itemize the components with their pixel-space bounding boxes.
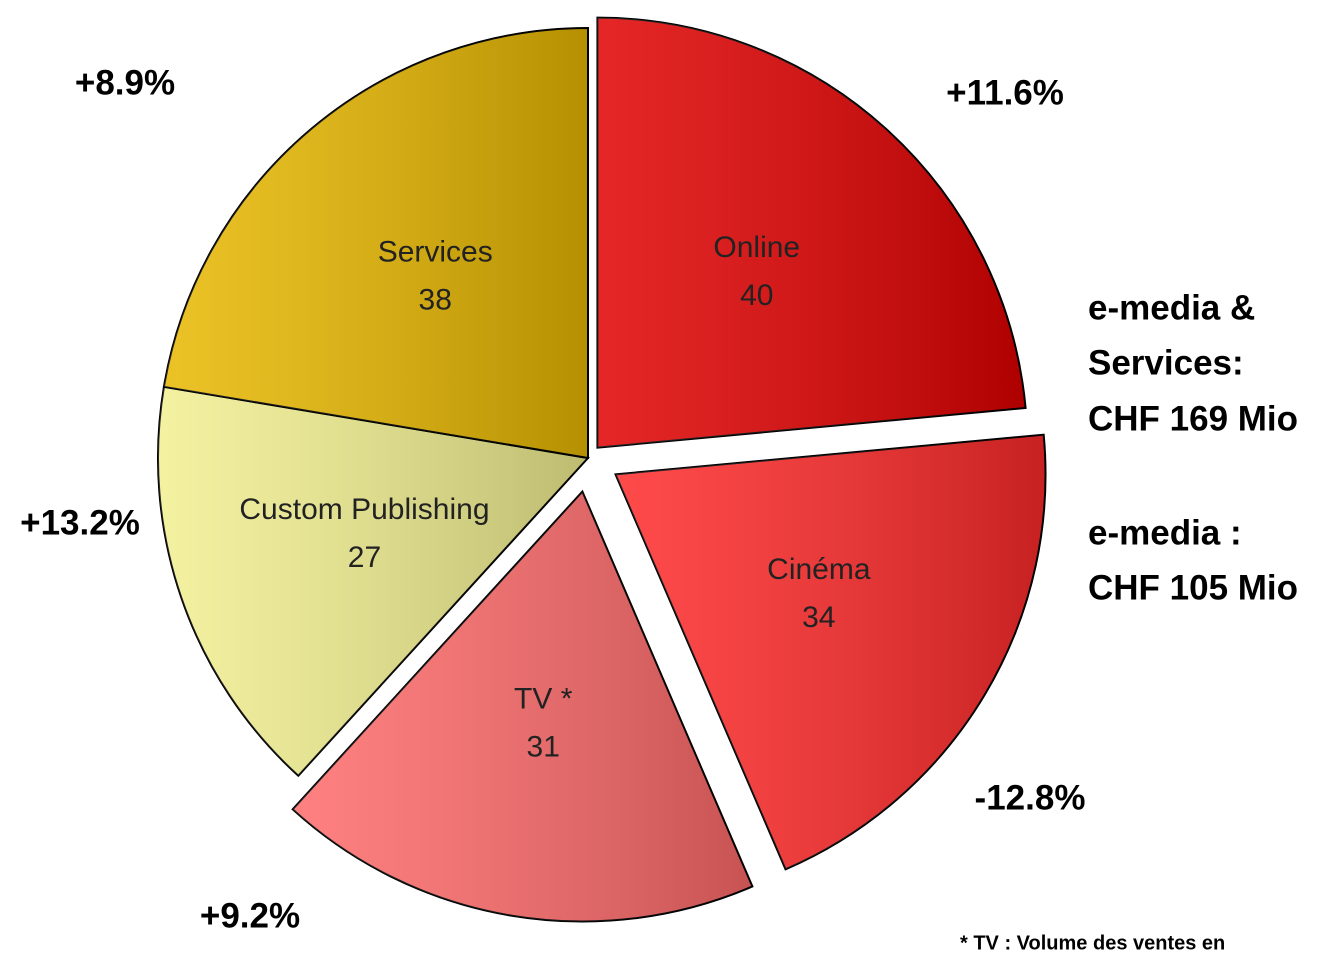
growth-label: -12.8% [975,778,1086,817]
slice-shade [157,386,588,776]
slice-shade [615,434,1046,870]
slice-label: Cinéma [767,553,871,586]
slice-value: 34 [802,601,835,634]
footnote: * TV : Volume des ventes en [960,932,1225,954]
slice-label: Services [378,235,493,268]
slice-shade [597,17,1026,448]
side-text: e-media : [1088,513,1242,552]
side-text: Services: [1088,343,1244,382]
slice-value: 27 [348,541,381,574]
slice-shade [292,491,753,922]
side-text: e-media & [1088,288,1255,327]
slice-value: 40 [740,279,773,312]
slice-label: Custom Publishing [239,493,489,526]
growth-label: +8.9% [75,63,175,102]
slice-value: 31 [527,731,560,764]
growth-label: +9.2% [200,896,300,935]
slice-shade [163,28,588,458]
growth-label: +13.2% [20,503,140,542]
slice-label: Online [713,231,800,264]
pie [157,16,1047,923]
growth-label: +11.6% [946,73,1064,112]
slice-value: 38 [419,283,452,316]
slice-label: TV * [514,683,573,716]
side-text: CHF 105 Mio [1088,568,1298,607]
side-text: CHF 169 Mio [1088,399,1298,438]
